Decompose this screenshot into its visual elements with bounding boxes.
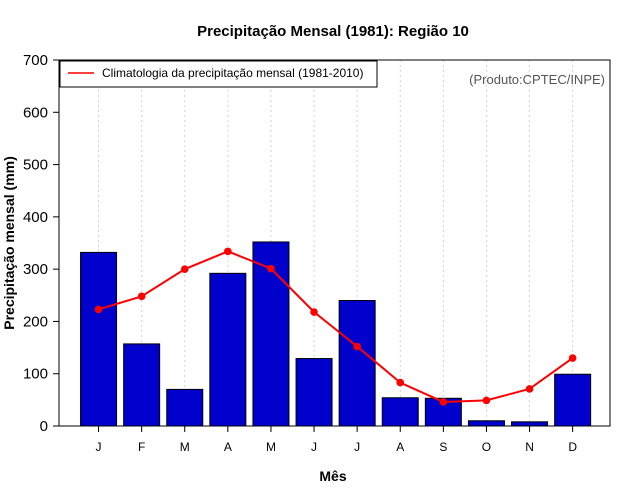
- product-credit: (Produto:CPTEC/INPE): [469, 72, 605, 87]
- bar: [166, 388, 204, 427]
- climatology-line: [98, 250, 574, 403]
- y-tick-label: 400: [23, 209, 48, 226]
- x-tick-label: J: [96, 440, 102, 454]
- bar: [554, 373, 592, 427]
- x-tick-label: F: [138, 440, 145, 454]
- climatology-point: [482, 396, 491, 405]
- x-tick-label: A: [224, 440, 232, 454]
- y-tick-label: 100: [23, 366, 48, 383]
- x-tick-label: A: [396, 440, 404, 454]
- y-tick-label: 0: [40, 418, 48, 435]
- climatology-point: [439, 398, 448, 406]
- bar: [338, 300, 376, 427]
- y-tick-label: 700: [23, 52, 48, 69]
- y-tick-label: 500: [23, 157, 48, 174]
- bar-series: [80, 241, 592, 427]
- climatology-point: [267, 264, 275, 273]
- x-tick-label: O: [482, 440, 491, 454]
- climatology-point: [94, 305, 103, 314]
- climatology-point: [137, 292, 146, 301]
- y-axis-title: Precipitação mensal (mm): [1, 156, 17, 330]
- legend: Climatologia da precipitação mensal (198…: [59, 60, 378, 88]
- y-axis: 0 100 200 300 400 500 600 700: [23, 52, 59, 435]
- climatology-point: [353, 342, 361, 351]
- climatology-point: [310, 308, 318, 316]
- y-tick-label: 200: [23, 313, 48, 330]
- climatology-point: [224, 247, 232, 256]
- bar: [123, 343, 161, 427]
- legend-box: [59, 60, 378, 88]
- plot-frame: [58, 59, 611, 427]
- climatology-point: [180, 265, 189, 273]
- climatology-point: [396, 378, 405, 387]
- x-tick-label: J: [354, 440, 360, 454]
- x-tick-label: S: [439, 440, 447, 454]
- x-tick-label: N: [525, 440, 534, 454]
- x-tick-label: J: [311, 440, 317, 454]
- bar: [80, 251, 118, 427]
- chart-title: Precipitação Mensal (1981): Região 10: [197, 23, 469, 40]
- legend-label: Climatologia da precipitação mensal (198…: [102, 66, 363, 80]
- climatology-point: [525, 385, 534, 393]
- climatology-line-series: [94, 247, 577, 406]
- bar: [511, 421, 549, 427]
- y-tick-label: 300: [23, 261, 48, 278]
- x-tick-label: M: [266, 440, 276, 454]
- bar: [381, 397, 419, 427]
- bar: [209, 272, 247, 427]
- bar: [252, 241, 290, 427]
- bar: [295, 358, 333, 427]
- y-tick-label: 600: [23, 104, 48, 121]
- climatology-point: [568, 354, 577, 362]
- vertical-grid: [98, 60, 574, 426]
- x-axis-title: Mês: [319, 468, 346, 484]
- bar: [467, 420, 505, 427]
- x-tick-label: D: [568, 440, 577, 454]
- x-tick-label: M: [180, 440, 190, 454]
